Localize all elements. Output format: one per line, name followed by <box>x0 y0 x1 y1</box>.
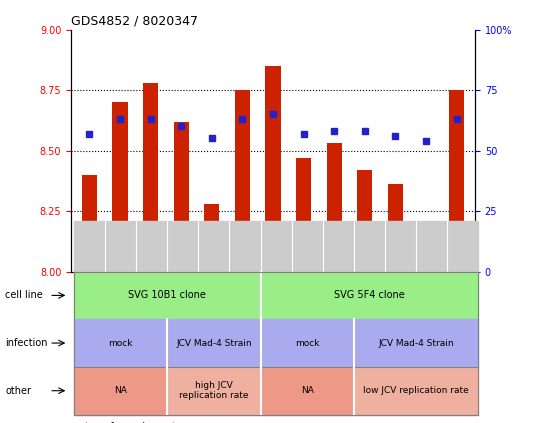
Text: JCV Mad-4 Strain: JCV Mad-4 Strain <box>378 338 454 348</box>
Bar <box>449 90 464 272</box>
Text: low JCV replication rate: low JCV replication rate <box>363 386 469 395</box>
Bar <box>357 170 372 272</box>
Bar <box>265 66 281 272</box>
Text: NA: NA <box>114 386 127 395</box>
Text: mock: mock <box>109 338 133 348</box>
Text: NA: NA <box>301 386 313 395</box>
Bar <box>418 242 434 272</box>
Text: mock: mock <box>295 338 319 348</box>
Bar <box>296 158 311 272</box>
Text: ■: ■ <box>71 422 81 423</box>
Bar <box>204 204 219 272</box>
Text: high JCV
replication rate: high JCV replication rate <box>179 381 248 401</box>
Text: JCV Mad-4 Strain: JCV Mad-4 Strain <box>176 338 252 348</box>
Text: SVG 10B1 clone: SVG 10B1 clone <box>128 291 206 300</box>
Bar <box>388 184 403 272</box>
Text: other: other <box>5 386 32 396</box>
Text: SVG 5F4 clone: SVG 5F4 clone <box>334 291 405 300</box>
Text: infection: infection <box>5 338 48 348</box>
Bar <box>327 143 342 272</box>
Bar <box>235 90 250 272</box>
Text: cell line: cell line <box>5 291 43 300</box>
Text: GDS4852 / 8020347: GDS4852 / 8020347 <box>71 14 198 27</box>
Text: transformed count: transformed count <box>85 422 175 423</box>
Bar <box>174 121 189 272</box>
Bar <box>82 175 97 272</box>
Bar <box>112 102 128 272</box>
Bar <box>143 83 158 272</box>
